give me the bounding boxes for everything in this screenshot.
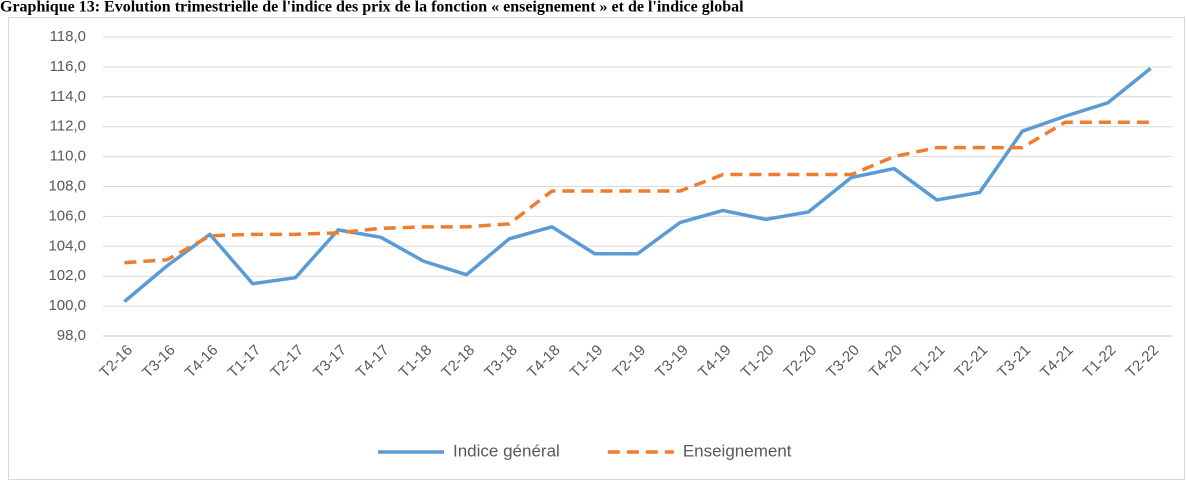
y-tick-label: 104,0 [48,237,86,254]
chart-title: Graphique 13: Evolution trimestrielle de… [0,0,744,16]
y-tick-label: 108,0 [48,177,86,194]
y-tick-label: 110,0 [50,148,86,165]
y-tick-label: 114,0 [50,88,86,105]
legend-label: Indice général [453,441,560,460]
series-line [123,67,1152,303]
y-tick-label: 112,0 [50,118,86,135]
chart-frame [8,17,1185,480]
series-line [124,120,1151,265]
y-tick-label: 118,0 [50,28,86,45]
y-tick-label: 102,0 [48,267,86,284]
y-tick-label: 106,0 [48,207,86,224]
legend-label: Enseignement [683,441,792,460]
y-tick-label: 100,0 [48,297,86,314]
y-tick-label: 116,0 [50,58,86,75]
y-tick-label: 98,0 [57,327,86,344]
